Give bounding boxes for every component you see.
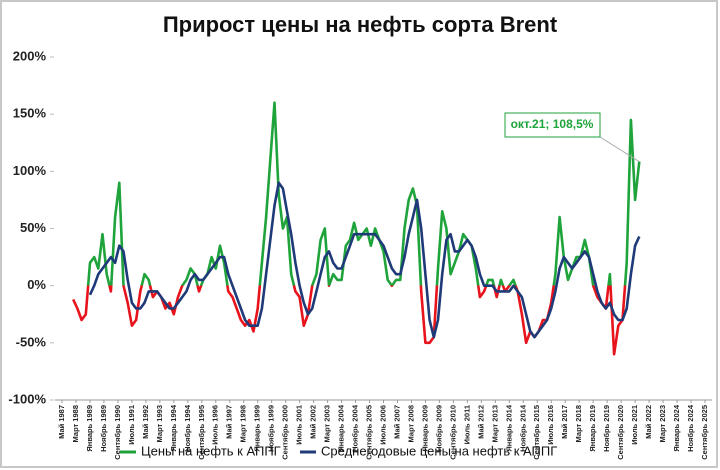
y-tick-label: -100%: [8, 391, 46, 406]
x-tick-label: Май 2002: [309, 405, 318, 439]
chart-title: Прирост цены на нефть сорта Brent: [163, 12, 558, 37]
x-tick-label: Март 2018: [574, 405, 583, 442]
x-tick-label: Сентябрь 2020: [616, 405, 625, 460]
y-tick-label: 150%: [13, 106, 47, 121]
x-tick-label: Сентябрь 2000: [281, 405, 290, 460]
x-tick-label: Январь 2019: [588, 405, 597, 452]
x-tick-label: Ноябрь 1999: [267, 405, 276, 452]
x-tick-label: Май 1992: [141, 405, 150, 439]
x-tick-label: Ноябрь 2019: [602, 405, 611, 452]
x-tick-label: Март 2013: [490, 405, 499, 442]
x-tick-label: Январь 2004: [337, 404, 346, 451]
x-tick-label: Июль 1991: [127, 405, 136, 445]
x-tick-label: Май 1987: [57, 405, 66, 439]
x-tick-label: Январь 2014: [504, 404, 513, 451]
x-tick-label: Май 2012: [476, 405, 485, 439]
x-tick-label: Сентябрь 2005: [365, 405, 374, 460]
y-tick-label: -50%: [16, 334, 47, 349]
annotation-text: окт.21; 108,5%: [511, 117, 594, 131]
x-tick-label: Май 2022: [644, 405, 653, 439]
annotation-box: [504, 112, 601, 138]
x-tick-label: Сентябрь 1995: [197, 405, 206, 460]
x-tick-label: Март 2008: [406, 405, 415, 442]
x-tick-label: Март 1988: [71, 405, 80, 442]
x-tick-label: Ноябрь 1989: [99, 405, 108, 452]
y-tick-label: 200%: [13, 48, 47, 63]
x-tick-label: Январь 1999: [253, 405, 262, 452]
x-tick-label: Сентябрь 2015: [532, 405, 541, 460]
x-tick-label: Июль 2021: [630, 405, 639, 445]
x-tick-label: Июль 2006: [378, 405, 387, 445]
x-tick-label: Март 2003: [323, 405, 332, 442]
x-tick-label: Январь 1994: [169, 404, 178, 451]
legend-label: Среднегодовые цены на нефть к АППГ: [321, 443, 557, 458]
x-tick-label: Ноябрь 1994: [183, 404, 192, 452]
series-line: [88, 181, 641, 339]
x-tick-label: Июль 2001: [295, 405, 304, 445]
x-tick-label: Июль 2011: [462, 405, 471, 444]
x-tick-label: Май 2007: [392, 405, 401, 439]
y-tick-label: 0%: [27, 277, 46, 292]
x-tick-label: Ноябрь 2009: [434, 405, 443, 452]
x-tick-label: Март 1998: [239, 405, 248, 442]
legend-label: Цены на нефть к АППГ: [141, 443, 281, 458]
x-tick-label: Январь 2009: [420, 405, 429, 452]
x-tick-label: Ноябрь 2024: [686, 404, 695, 452]
x-tick-label: Январь 1989: [85, 405, 94, 452]
x-tick-label: Март 2023: [658, 405, 667, 442]
y-tick-label: 50%: [20, 220, 46, 235]
annotation-leader: [599, 136, 640, 163]
x-tick-label: Сентябрь 2025: [700, 405, 709, 460]
x-tick-label: Ноябрь 2004: [351, 404, 360, 452]
x-tick-label: Май 1997: [225, 405, 234, 439]
x-tick-label: Июль 1996: [211, 405, 220, 445]
x-tick-label: Июль 2016: [546, 405, 555, 445]
x-tick-label: Январь 2024: [672, 404, 681, 451]
x-tick-label: Март 1993: [155, 405, 164, 442]
x-tick-label: Май 2017: [560, 405, 569, 439]
x-tick-label: Сентябрь 2010: [448, 405, 457, 460]
x-tick-label: Ноябрь 2014: [518, 404, 527, 452]
y-tick-label: 100%: [13, 163, 47, 178]
x-tick-label: Сентябрь 1990: [113, 405, 122, 460]
